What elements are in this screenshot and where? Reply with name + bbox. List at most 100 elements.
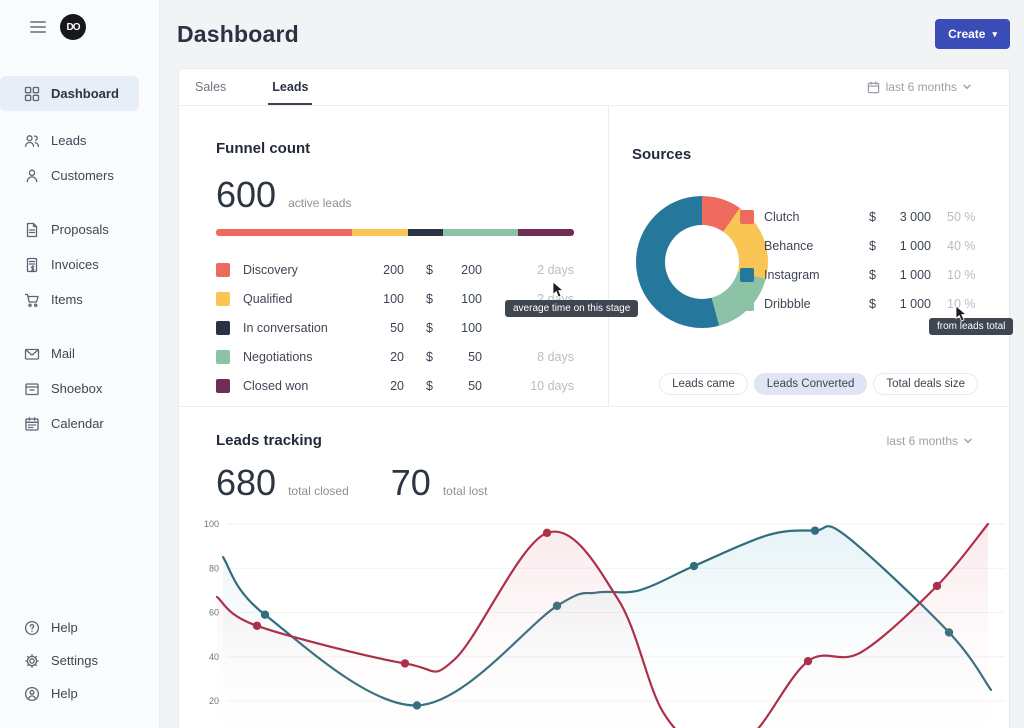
funnel-bar-segment[interactable] [443, 229, 519, 236]
chart-area-fill [217, 524, 988, 728]
chart-data-point[interactable] [542, 528, 552, 538]
sidebar-item-label: Settings [51, 653, 98, 668]
toggle-pill[interactable]: Total deals size [873, 373, 978, 395]
tab-leads[interactable]: Leads [268, 69, 313, 105]
toggle-pill[interactable]: Leads came [659, 373, 748, 395]
source-legend-row[interactable]: Behance $1 000 40 % [740, 231, 1000, 260]
source-percent: 50 % [947, 209, 976, 224]
source-color-swatch [740, 209, 754, 224]
help-icon [24, 620, 40, 635]
page-header: Dashboard Create ▾ [160, 0, 1024, 68]
sidebar-item-mail[interactable]: Mail [0, 336, 139, 371]
period-label: last 6 months [886, 433, 958, 448]
funnel-bar-segment[interactable] [407, 229, 444, 236]
leads-tracking-line-chart[interactable]: 100 80 60 40 20 [193, 514, 1011, 728]
chevron-down-icon: ▾ [992, 28, 997, 39]
chart-data-point[interactable] [803, 656, 813, 666]
stage-label: In conversation [243, 320, 328, 335]
sidebar-item-customers[interactable]: Customers [0, 158, 139, 193]
currency-symbol: $ [426, 262, 433, 277]
y-axis-tick-label: 20 [209, 696, 219, 706]
sources-tooltip: from leads total [929, 318, 1014, 335]
box-icon [25, 382, 39, 395]
period-label: last 6 months [885, 80, 957, 94]
sidebar-item-shoebox[interactable]: Shoebox [0, 371, 139, 406]
stage-amount: 100 [461, 291, 482, 306]
y-axis-tick-label: 100 [204, 519, 219, 529]
source-amount: 1 000 [899, 267, 931, 282]
invoice-icon [26, 257, 38, 272]
active-leads-count: 600 [216, 174, 277, 215]
currency-symbol: $ [426, 378, 433, 393]
chart-data-point[interactable] [810, 526, 820, 535]
sidebar-item-leads[interactable]: Leads [0, 123, 139, 158]
funnel-row[interactable]: In conversation 50 $100 [216, 313, 574, 342]
currency-symbol: $ [869, 238, 876, 253]
source-legend-row[interactable]: Dribbble $1 000 10 % [740, 289, 1000, 318]
total-lost-count: 70 [390, 462, 431, 503]
funnel-stacked-bar [216, 229, 574, 236]
tracking-title: Leads tracking [216, 432, 322, 449]
funnel-bar-segment[interactable] [518, 229, 574, 236]
sidebar-item-label: Invoices [51, 257, 99, 272]
sidebar-item-label: Calendar [51, 416, 104, 431]
sidebar-item-help[interactable]: Help [0, 611, 139, 644]
stage-count: 20 [390, 378, 404, 393]
create-button[interactable]: Create ▾ [935, 19, 1010, 49]
source-color-swatch [740, 267, 754, 282]
chart-data-point[interactable] [260, 610, 270, 619]
sidebar-item-label: Dashboard [51, 86, 119, 101]
stage-amount: 50 [468, 349, 482, 364]
stage-count: 200 [383, 262, 404, 277]
calendar-icon [867, 80, 879, 93]
tracking-period-selector[interactable]: last 6 months [887, 434, 972, 448]
dashboard-card: Sales Leads last 6 months Funnel count 6… [178, 68, 1010, 728]
sidebar-item-items[interactable]: Items [0, 282, 139, 317]
stage-amount: 200 [461, 262, 482, 277]
chart-data-point[interactable] [252, 621, 262, 630]
currency-symbol: $ [869, 296, 876, 311]
source-legend-row[interactable]: Instagram $1 000 10 % [740, 260, 1000, 289]
y-axis-tick-label: 80 [209, 563, 219, 573]
funnel-row[interactable]: Discovery 200 $200 2 days [216, 255, 574, 284]
sidebar-item-label: Mail [51, 346, 75, 361]
period-selector[interactable]: last 6 months [867, 80, 971, 94]
source-label: Dribbble [764, 296, 811, 311]
sidebar-item-settings[interactable]: Settings [0, 644, 139, 677]
sources-title: Sources [632, 146, 692, 163]
stage-count: 20 [390, 349, 404, 364]
sidebar-item-calendar[interactable]: Calendar [0, 406, 139, 441]
chart-data-point[interactable] [689, 561, 699, 571]
source-percent: 10 % [947, 267, 976, 282]
funnel-bar-segment[interactable] [352, 229, 408, 236]
source-legend-row[interactable]: Clutch $3 000 50 % [740, 202, 1000, 231]
chevron-down-icon [963, 84, 971, 90]
funnel-row[interactable]: Negotiations 20 $50 8 days [216, 342, 574, 371]
chart-data-point[interactable] [400, 659, 410, 668]
tracking-section: Leads tracking last 6 months 680 total c… [179, 407, 1009, 728]
stage-days: 10 days [530, 378, 574, 393]
grid-icon [24, 86, 40, 101]
sidebar-item-invoices[interactable]: Invoices [0, 247, 139, 282]
funnel-bar-segment[interactable] [216, 229, 353, 236]
stage-label: Closed won [243, 378, 309, 393]
funnel-row[interactable]: Closed won 20 $50 10 days [216, 371, 574, 400]
currency-symbol: $ [426, 320, 433, 335]
source-label: Behance [764, 238, 814, 253]
sidebar-item-proposals[interactable]: Proposals [0, 212, 139, 247]
sidebar-item-profile-help[interactable]: Help [0, 677, 139, 710]
users-icon [24, 134, 40, 147]
sidebar-item-label: Help [51, 620, 78, 635]
source-amount: 1 000 [899, 238, 931, 253]
sidebar-item-dashboard[interactable]: Dashboard [0, 76, 139, 111]
tab-sales[interactable]: Sales [195, 80, 227, 94]
hamburger-menu-icon[interactable] [30, 21, 46, 33]
mail-icon [24, 348, 40, 360]
funnel-tooltip: average time on this stage [505, 300, 639, 317]
chart-data-point[interactable] [932, 581, 942, 591]
toggle-pill[interactable]: Leads Converted [753, 373, 868, 395]
stage-color-swatch [216, 378, 230, 393]
sources-section: Sources Clutch $3 000 50 % Behance $1 000 40 … [609, 106, 1009, 406]
app-logo[interactable]: DO [60, 14, 86, 40]
tabs-row: Sales Leads last 6 months [179, 69, 1009, 106]
